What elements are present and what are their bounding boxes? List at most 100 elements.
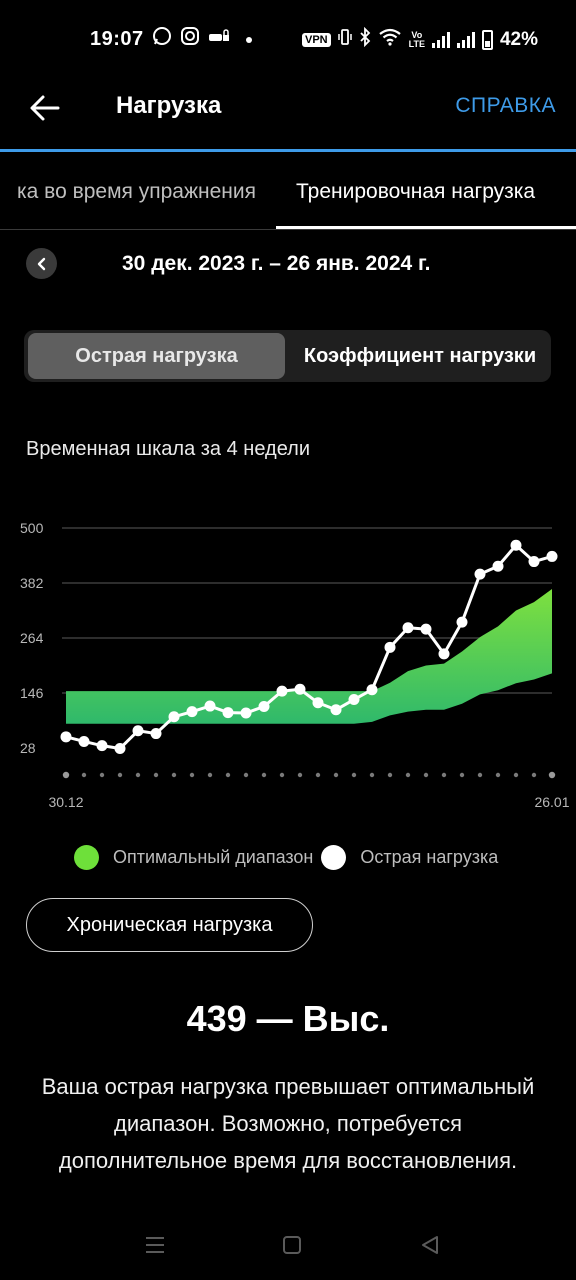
date-range: 30 дек. 2023 г. – 26 янв. 2024 г. (122, 252, 431, 275)
acute-load-point (312, 697, 324, 709)
acute-load-point (78, 735, 90, 747)
tab-bar: ка во время упражнения Тренировочная наг… (0, 152, 576, 230)
menu-icon (146, 1237, 164, 1253)
bluetooth-icon (359, 26, 371, 52)
acute-load-point (366, 684, 378, 696)
y-tick-label: 28 (20, 740, 36, 756)
tab-training-load[interactable]: Тренировочная нагрузка (296, 180, 536, 203)
home-square-icon (283, 1236, 301, 1254)
y-tick-label: 146 (20, 685, 44, 701)
x-axis-day-dot (459, 772, 465, 778)
x-axis-day-dot (99, 772, 105, 778)
status-bar: 19:07 VPN Vo LTE 42% (0, 0, 576, 78)
system-nav-bar (0, 1220, 576, 1270)
tab-exercise-load[interactable]: ка во время упражнения (16, 180, 256, 203)
acute-load-line (65, 543, 553, 750)
recent-apps-button[interactable] (142, 1232, 168, 1258)
x-axis-day-dot (62, 771, 70, 779)
whatsapp-icon (152, 26, 172, 53)
x-axis-day-dot (405, 772, 411, 778)
signal-icon-2 (456, 31, 475, 48)
y-tick-label: 382 (20, 575, 44, 591)
notification-icons (152, 26, 252, 53)
timeline-label: Временная шкала за 4 недели (26, 438, 310, 460)
x-axis-day-dot (135, 772, 141, 778)
signal-icon (431, 31, 450, 48)
load-description: Ваша острая нагрузка превышает оптимальн… (41, 1074, 535, 1173)
x-axis-day-dot (441, 772, 447, 778)
app-bar: Нагрузка СПРАВКА (0, 78, 576, 150)
acute-load-point (114, 742, 126, 754)
acute-load-point (402, 622, 414, 634)
status-time: 19:07 (90, 28, 144, 50)
home-button[interactable] (279, 1232, 305, 1258)
x-axis-day-dot (369, 772, 375, 778)
battery-icon (481, 29, 493, 50)
tab-active-indicator (276, 226, 576, 229)
x-axis-day-dot (548, 771, 556, 779)
x-axis-day-dot (315, 772, 321, 778)
arrow-back-icon (30, 95, 60, 121)
legend-optimal-label: Оптимальный диапазон (113, 847, 314, 867)
acute-load-point (384, 641, 396, 653)
legend-optimal-swatch (74, 845, 99, 870)
x-axis-day-dot (387, 772, 393, 778)
back-triangle-icon (422, 1236, 438, 1254)
x-axis-day-dot (423, 772, 429, 778)
legend-acute-label: Острая нагрузка (360, 847, 499, 867)
x-axis-day-dot (297, 772, 303, 778)
x-axis-day-dot (513, 772, 519, 778)
segment-load-ratio[interactable]: Коэффициент нагрузки (303, 344, 537, 367)
x-axis-day-dot (477, 772, 483, 778)
acute-load-point (330, 704, 342, 716)
legend-acute: Острая нагрузка (321, 845, 498, 870)
acute-load-point (168, 711, 180, 723)
page-title: Нагрузка (116, 92, 222, 119)
optimal-range-band (66, 589, 552, 724)
chart-legend: Оптимальный диапазон Острая нагрузка (74, 845, 506, 870)
load-value-title: 439 — Выс. (186, 998, 390, 1039)
x-axis-day-dot (531, 772, 537, 778)
x-axis-day-dot (261, 772, 267, 778)
acute-load-point (240, 707, 252, 719)
more-notifications-dot (246, 36, 252, 43)
acute-load-point (96, 740, 108, 752)
system-icons: VPN Vo LTE 42% (302, 26, 538, 52)
car-lock-icon (208, 26, 230, 53)
x-axis-day-dot (225, 772, 231, 778)
chronic-load-button[interactable]: Хроническая нагрузка (26, 898, 313, 952)
back-nav-button[interactable] (417, 1232, 443, 1258)
acute-load-point (456, 616, 468, 628)
battery-level: 42% (499, 28, 538, 50)
vpn-badge: VPN (302, 32, 331, 47)
acute-load-point (204, 700, 216, 712)
x-tick-start: 30.12 (48, 794, 83, 810)
x-axis-day-dot (81, 772, 87, 778)
acute-load-point (258, 701, 270, 713)
x-axis-day-dot (351, 772, 357, 778)
load-type-segmented-control: Острая нагрузка Коэффициент нагрузки (24, 330, 551, 382)
acute-load-point (510, 539, 522, 551)
x-axis-day-dot (171, 772, 177, 778)
acute-load-point (276, 685, 288, 697)
acute-load-point (348, 694, 360, 706)
y-tick-label: 264 (20, 630, 44, 646)
previous-period-button[interactable] (26, 248, 57, 279)
acute-load-point (150, 728, 162, 740)
acute-load-point (222, 707, 234, 719)
x-axis-day-dot (333, 772, 339, 778)
help-button[interactable]: СПРАВКА (455, 94, 556, 117)
acute-load-point (60, 731, 72, 743)
acute-load-point (438, 648, 450, 660)
acute-load-point (186, 706, 198, 718)
x-axis-day-dot (117, 772, 123, 778)
volte-icon: Vo LTE (408, 29, 425, 49)
y-tick-label: 500 (20, 520, 44, 536)
acute-load-point (474, 568, 486, 580)
segment-acute-load[interactable]: Острая нагрузка (28, 333, 285, 379)
legend-optimal: Оптимальный диапазон (74, 845, 313, 870)
back-button[interactable] (26, 88, 66, 128)
x-axis-day-dot (189, 772, 195, 778)
acute-load-point (132, 725, 144, 737)
acute-load-point (294, 683, 306, 695)
